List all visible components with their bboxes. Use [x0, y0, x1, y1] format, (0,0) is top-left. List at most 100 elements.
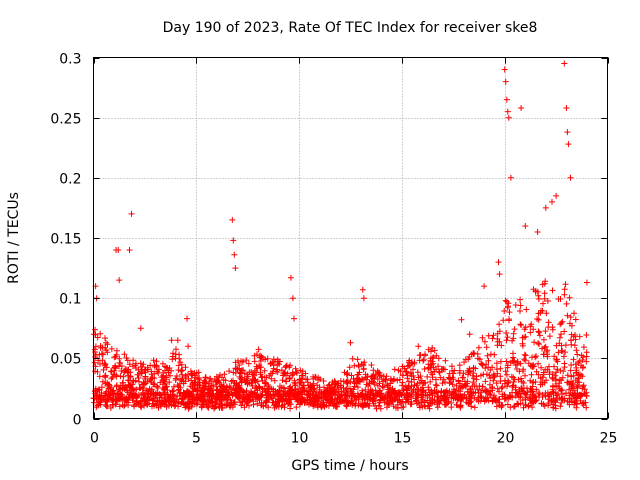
data-point — [544, 366, 551, 373]
data-point — [564, 379, 571, 386]
data-point — [535, 371, 542, 378]
data-point — [135, 375, 142, 381]
data-point — [481, 283, 488, 290]
data-point — [579, 373, 586, 380]
data-point — [502, 78, 509, 85]
data-point — [394, 401, 401, 408]
data-point — [344, 369, 351, 376]
data-point — [261, 367, 268, 374]
data-point — [359, 286, 366, 293]
data-point — [380, 384, 387, 391]
y-tick-label: 0.05 — [50, 352, 81, 368]
data-point — [122, 366, 129, 373]
data-point — [406, 391, 413, 398]
data-point — [300, 386, 307, 393]
data-point — [471, 394, 478, 401]
data-point — [354, 390, 361, 397]
data-point — [509, 384, 516, 390]
data-point — [495, 259, 502, 266]
data-point — [581, 386, 588, 393]
data-point — [173, 373, 180, 379]
data-point — [546, 393, 553, 400]
data-point — [572, 361, 579, 368]
data-point — [209, 398, 216, 405]
data-point — [95, 402, 101, 409]
data-point — [558, 395, 565, 402]
data-point — [561, 291, 568, 298]
data-point — [91, 346, 98, 353]
data-point — [544, 353, 551, 360]
data-point — [476, 383, 483, 389]
data-point — [422, 379, 429, 386]
data-point — [351, 362, 358, 369]
data-point — [279, 377, 286, 384]
data-point — [262, 380, 268, 387]
data-point — [285, 389, 292, 396]
data-point — [396, 376, 403, 383]
data-point — [509, 358, 516, 364]
data-point — [94, 334, 101, 341]
data-point — [502, 297, 509, 304]
data-point — [185, 375, 192, 382]
data-point — [441, 401, 448, 408]
data-point — [241, 370, 248, 377]
data-point — [510, 403, 517, 410]
data-point — [231, 399, 238, 405]
data-point — [536, 332, 543, 339]
data-point — [572, 393, 579, 400]
data-point — [410, 366, 416, 373]
data-point — [210, 382, 217, 388]
data-point — [193, 394, 200, 401]
data-point — [175, 400, 181, 407]
data-point — [494, 385, 501, 392]
data-point — [191, 370, 198, 376]
data-point — [113, 382, 120, 389]
data-point — [310, 380, 317, 387]
data-point — [268, 394, 275, 401]
x-tick-label: 20 — [497, 431, 515, 447]
data-point — [455, 387, 462, 393]
data-point — [452, 395, 459, 402]
data-point — [514, 361, 521, 368]
data-point — [276, 395, 283, 402]
data-point — [417, 352, 424, 358]
data-point — [534, 229, 541, 235]
data-point — [583, 349, 590, 356]
data-point — [391, 366, 398, 373]
data-point — [534, 316, 541, 322]
data-point — [259, 385, 266, 392]
data-point — [564, 312, 571, 319]
data-point — [314, 402, 321, 409]
data-point — [298, 372, 305, 379]
data-point — [496, 402, 503, 409]
data-point — [252, 385, 259, 392]
data-point — [287, 274, 294, 281]
data-point — [219, 388, 226, 395]
data-point — [503, 358, 510, 365]
data-point — [479, 383, 486, 390]
data-point — [124, 366, 131, 373]
data-point — [398, 399, 405, 406]
data-point — [328, 385, 335, 392]
data-point — [104, 398, 111, 405]
data-point — [114, 398, 121, 405]
data-point — [166, 379, 173, 386]
data-point — [372, 387, 379, 394]
data-point — [100, 366, 107, 373]
data-point — [503, 330, 510, 336]
data-point — [536, 394, 542, 400]
data-point — [270, 356, 277, 363]
data-point — [503, 371, 510, 378]
data-point — [337, 382, 344, 389]
data-point — [174, 392, 181, 399]
data-point — [503, 298, 510, 305]
data-point — [544, 298, 551, 304]
data-point — [482, 365, 489, 372]
data-point — [151, 363, 158, 370]
data-point — [515, 376, 522, 383]
data-point — [137, 401, 144, 408]
data-point — [522, 372, 528, 379]
data-point — [208, 398, 215, 404]
data-point — [319, 399, 326, 406]
